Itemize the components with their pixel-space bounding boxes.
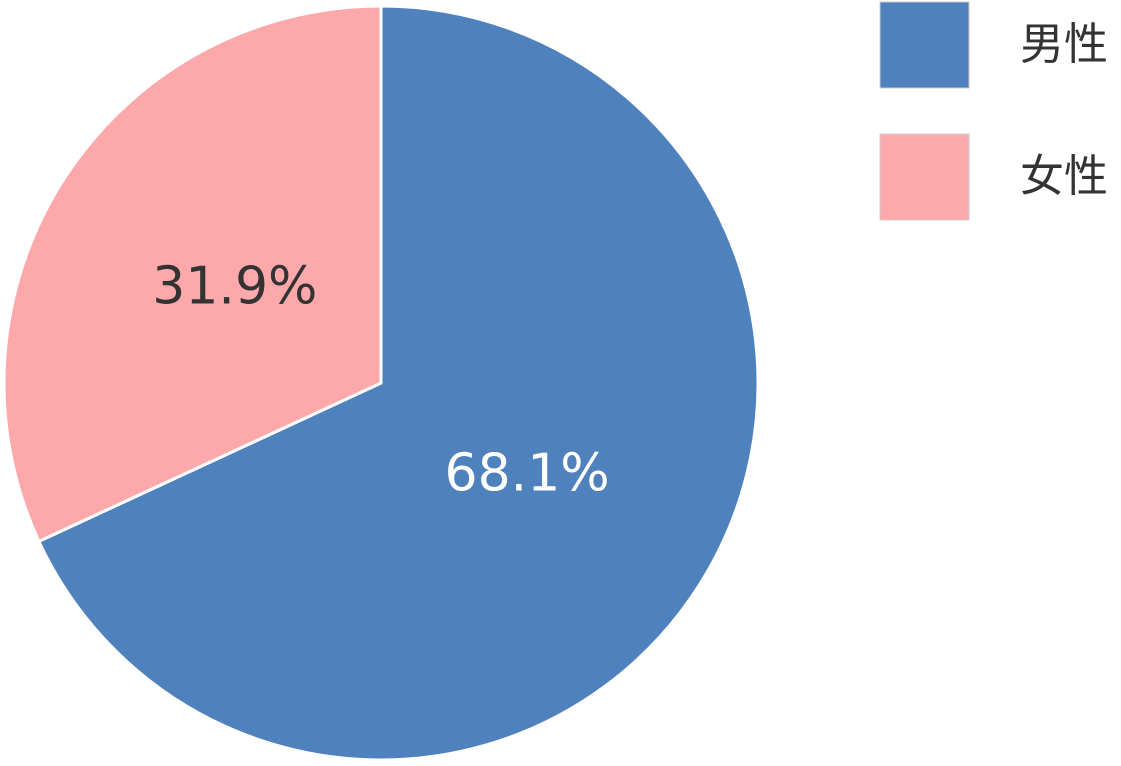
legend-label: 男性 bbox=[1020, 19, 1108, 70]
legend-label: 女性 bbox=[1020, 151, 1108, 202]
data-label: 68.1% bbox=[445, 443, 610, 503]
legend-swatch bbox=[879, 1, 970, 89]
pie-slice bbox=[2, 4, 383, 543]
legend-swatch bbox=[879, 133, 970, 221]
data-label: 31.9% bbox=[152, 257, 317, 317]
pie-slice bbox=[37, 4, 760, 762]
